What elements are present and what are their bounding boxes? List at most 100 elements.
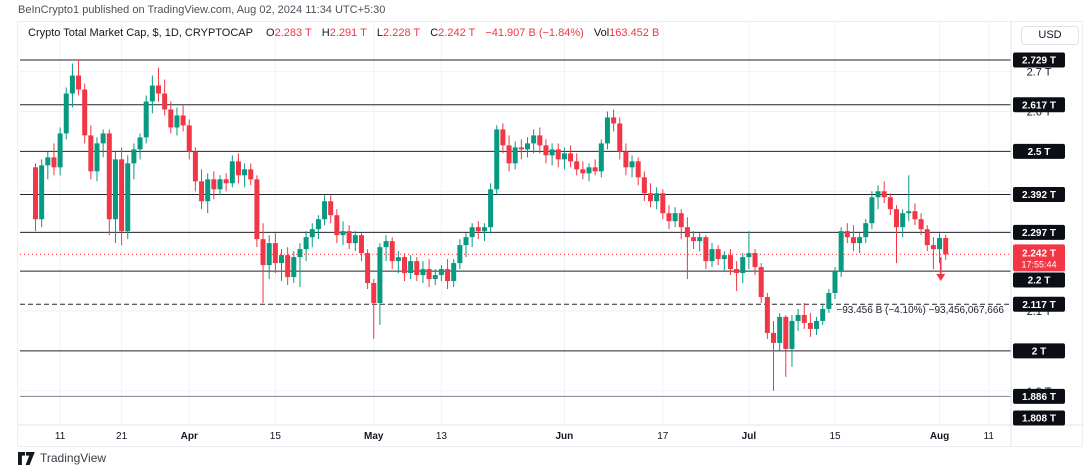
candle-body (709, 249, 715, 262)
price-level-badge (1013, 272, 1065, 288)
price-level-badge (1013, 296, 1065, 312)
candle-body (506, 145, 512, 164)
candle-body (402, 257, 407, 274)
candle-body (469, 227, 475, 238)
candle-body (648, 193, 653, 202)
candle-body (857, 237, 863, 244)
measurement-annotation-text: −93.456 B (−4.10%) −93,456,067,666 (836, 305, 1004, 316)
candle-body (174, 115, 180, 128)
tradingview-attribution-link[interactable]: TradingView (18, 451, 106, 465)
price-level-badge-label: 2.297 T (1022, 228, 1056, 239)
candle-body (771, 332, 776, 343)
price-level-badge-label: 1.886 T (1022, 392, 1056, 403)
candle-body (272, 243, 278, 264)
candle-body (900, 213, 906, 228)
candle-body (315, 219, 321, 230)
candle-body (721, 255, 727, 260)
candle-body (684, 227, 690, 238)
price-axis[interactable]: 2.7 T2.6 T2.1 T1.9 T2.729 T2.617 T2.5 T2… (1013, 52, 1065, 426)
price-level-badge (1013, 97, 1065, 113)
candle-body (94, 143, 100, 172)
bar-countdown-label: 17:55:44 (1021, 259, 1056, 269)
time-tick-label: Jul (742, 431, 757, 442)
candle-body (727, 255, 733, 270)
candle-body (863, 223, 869, 238)
candle-body (568, 153, 574, 162)
candle-body (131, 149, 137, 164)
candle-body (537, 135, 543, 146)
candle-body (242, 169, 248, 176)
candle-body (143, 101, 149, 138)
axis-separators (18, 22, 1084, 447)
symbol-title: Crypto Total Market Cap, $, 1D, CRYPTOCA… (28, 27, 253, 39)
candle-body (358, 235, 364, 254)
candle-body (746, 253, 752, 258)
candle-body (592, 167, 598, 172)
price-level-badge-label: 2.117 T (1022, 300, 1055, 311)
candle-body (838, 231, 844, 272)
candle-body (555, 149, 561, 160)
price-level-badge-label: 2.2 T (1028, 276, 1051, 287)
candle-body (420, 269, 426, 276)
candle-body (340, 231, 346, 236)
candle-body (223, 179, 229, 184)
candle-body (777, 316, 783, 343)
price-level-badge-label: 2.392 T (1022, 190, 1056, 201)
candle-body (57, 133, 63, 168)
candle-body (814, 320, 820, 329)
candle-body (623, 151, 629, 168)
candle-body (45, 157, 51, 166)
time-tick-label: 13 (436, 431, 448, 442)
candle-body (291, 257, 297, 278)
candle-body (641, 177, 647, 194)
price-level-badge (1013, 52, 1065, 68)
candle-body (488, 189, 494, 228)
candle-body (844, 231, 850, 238)
price-level-badge (1013, 143, 1065, 159)
candle-body (617, 123, 623, 152)
candle-body (414, 261, 420, 276)
candle-body (740, 257, 746, 274)
candle-body (389, 241, 395, 262)
candle-body (937, 237, 943, 250)
time-tick-label: 11 (55, 431, 66, 442)
arrow-head (936, 274, 946, 282)
tradingview-logo-text: TradingView (40, 451, 107, 465)
candle-body (63, 93, 69, 134)
candle-body (266, 243, 272, 266)
currency-toggle-button[interactable]: USD (1021, 26, 1079, 45)
candle-body (850, 237, 856, 244)
candle-body (752, 253, 758, 268)
candle-body (383, 241, 389, 248)
candle-body (758, 267, 764, 298)
price-tick-label: 2.7 T (1027, 67, 1052, 79)
candle-body (334, 215, 340, 236)
candle-body (297, 249, 303, 258)
candle-body (801, 314, 807, 323)
current-price-badge (1013, 244, 1065, 272)
candle-body (574, 161, 580, 170)
current-price-badge-label: 2.242 T (1022, 248, 1056, 259)
candlestick-chart[interactable]: 2.7 T2.6 T2.1 T1.9 T2.729 T2.617 T2.5 T2… (18, 22, 1084, 447)
time-axis[interactable]: 11 21 Apr 15 May 13 Jun 17 Jul 15 Aug 11 (55, 431, 994, 442)
volume-value: 163.452 B (609, 27, 660, 39)
candle-body (518, 147, 524, 150)
candle-body (254, 179, 260, 240)
candle-body (912, 211, 918, 220)
candle-body (666, 213, 672, 222)
candle-body (426, 269, 432, 280)
candle-body (918, 219, 924, 230)
price-level-badge-label: 2 T (1032, 346, 1046, 357)
time-tick-label: May (364, 431, 384, 442)
time-tick-label: Aug (930, 431, 949, 442)
candles-series[interactable] (33, 60, 949, 391)
candle-body (33, 167, 38, 220)
candle-body (328, 201, 334, 216)
price-level-badge-label: 2.729 T (1022, 56, 1056, 67)
price-level-badge-label: 2.617 T (1022, 100, 1056, 111)
candle-body (512, 147, 518, 164)
candle-body (211, 179, 217, 190)
volume: Vol163.452 B (594, 27, 659, 39)
candle-body (432, 275, 438, 280)
